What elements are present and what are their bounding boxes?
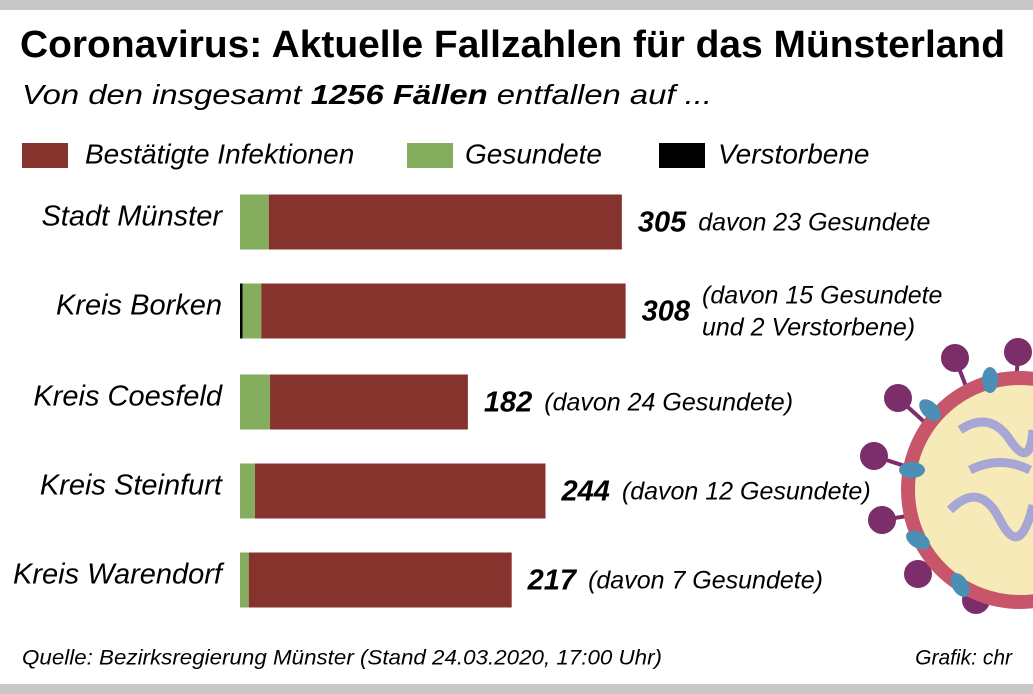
bar-segment [240, 374, 271, 430]
bar-segment [268, 194, 622, 250]
note-label: (davon 24 Gesundete) [544, 389, 793, 417]
total-label: 244 [560, 476, 609, 508]
bar-segment [240, 194, 269, 250]
category-label: Kreis Coesfeld [33, 381, 222, 413]
legend-label: Gesundete [465, 138, 602, 169]
note-label: und 2 Verstorbene) [702, 314, 915, 342]
subtitle-part: Von den insgesamt [22, 79, 311, 110]
chart-title: Coronavirus: Aktuelle Fallzahlen für das… [20, 24, 1005, 66]
legend-swatch [659, 143, 705, 168]
bar-segment [261, 283, 626, 339]
bar-segment [255, 463, 546, 519]
note-label: davon 23 Gesundete [698, 209, 930, 237]
category-label: Stadt Münster [41, 201, 223, 233]
credit: Grafik: chr [915, 647, 1013, 670]
category-label: Kreis Borken [56, 290, 222, 322]
bar-segment [270, 374, 468, 430]
top-rule [0, 0, 1033, 10]
bar-segment [240, 552, 249, 608]
bar-segment [240, 463, 256, 519]
bar-segment [240, 283, 243, 339]
bar-segment [242, 283, 262, 339]
subtitle-emphasis: 1256 Fällen [311, 79, 488, 110]
total-label: 308 [642, 296, 691, 328]
note-label: (davon 7 Gesundete) [588, 567, 823, 595]
note-label: (davon 12 Gesundete) [622, 478, 871, 506]
legend-label: Verstorbene [718, 138, 870, 169]
legend-swatch [407, 143, 453, 168]
note-label: (davon 15 Gesundete [702, 282, 942, 310]
subtitle: Von den insgesamt 1256 Fällen entfallen … [22, 79, 712, 110]
bottom-rule [0, 684, 1033, 694]
subtitle-part: entfallen auf ... [488, 79, 712, 110]
total-label: 182 [484, 387, 532, 419]
total-label: 305 [638, 207, 687, 239]
source: Quelle: Bezirksregierung Münster (Stand … [22, 647, 662, 670]
bar-segment [248, 552, 512, 608]
legend-label: Bestätigte Infektionen [85, 138, 354, 169]
total-label: 217 [527, 565, 578, 597]
category-label: Kreis Steinfurt [40, 470, 224, 502]
category-label: Kreis Warendorf [13, 559, 225, 591]
legend-swatch [22, 143, 68, 168]
virus-illustration [860, 338, 1033, 614]
